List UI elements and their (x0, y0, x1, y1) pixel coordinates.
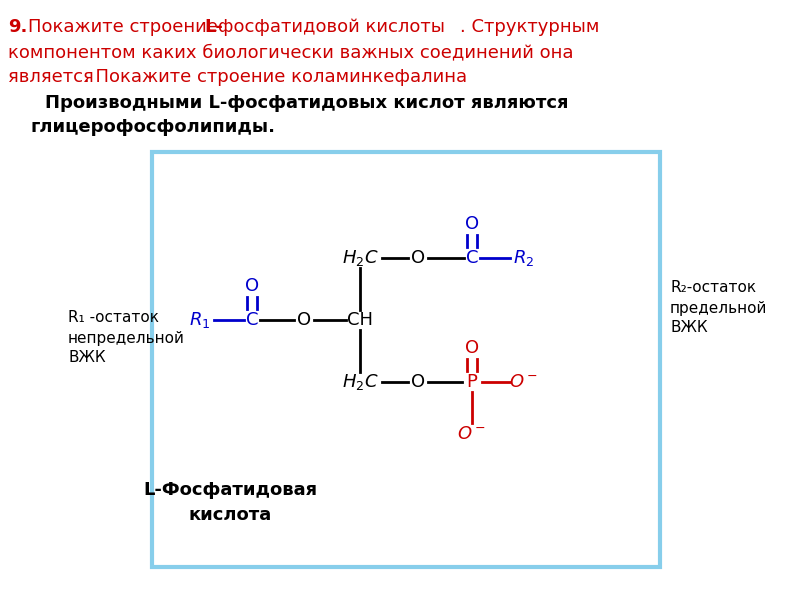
Text: фосфатидовой кислоты: фосфатидовой кислоты (218, 18, 445, 36)
Text: O: O (411, 249, 425, 267)
Text: $R_2$: $R_2$ (514, 248, 534, 268)
Text: $O^-$: $O^-$ (510, 373, 538, 391)
Text: L-: L- (204, 18, 223, 36)
Text: $O^-$: $O^-$ (458, 425, 486, 443)
Text: $H_2C$: $H_2C$ (342, 248, 378, 268)
Text: O: O (297, 311, 311, 329)
Text: 9.: 9. (8, 18, 27, 36)
Text: C: C (466, 249, 478, 267)
Text: кислота: кислота (188, 506, 272, 524)
Text: ВЖК: ВЖК (670, 320, 708, 335)
Text: R₁ -остаток: R₁ -остаток (68, 311, 159, 325)
Text: C: C (246, 311, 258, 329)
Text: O: O (465, 339, 479, 357)
Text: глицерофосфолипиды.: глицерофосфолипиды. (30, 118, 275, 136)
Text: компонентом каких биологически важных соединений она: компонентом каких биологически важных со… (8, 43, 574, 61)
Text: Покажите строение: Покажите строение (28, 18, 230, 36)
Bar (152, 152, 660, 567)
Text: O: O (465, 215, 479, 233)
Text: $R_1$: $R_1$ (190, 310, 210, 330)
Text: является: является (8, 68, 94, 86)
Text: Производными L-фосфатидовых кислот являются: Производными L-фосфатидовых кислот являю… (45, 94, 569, 112)
Text: непредельной: непредельной (68, 331, 185, 346)
Text: CH: CH (347, 311, 373, 329)
Text: R₂-остаток: R₂-остаток (670, 280, 756, 295)
Text: . Структурным: . Структурным (460, 18, 599, 36)
Text: O: O (411, 373, 425, 391)
Text: P: P (466, 373, 478, 391)
Text: L-Фосфатидовая: L-Фосфатидовая (143, 481, 317, 499)
Text: $H_2C$: $H_2C$ (342, 372, 378, 392)
Text: O: O (245, 277, 259, 295)
Text: предельной: предельной (670, 301, 767, 316)
Text: ВЖК: ВЖК (68, 350, 106, 365)
Text: . Покажите строение коламинкефалина: . Покажите строение коламинкефалина (84, 68, 467, 86)
